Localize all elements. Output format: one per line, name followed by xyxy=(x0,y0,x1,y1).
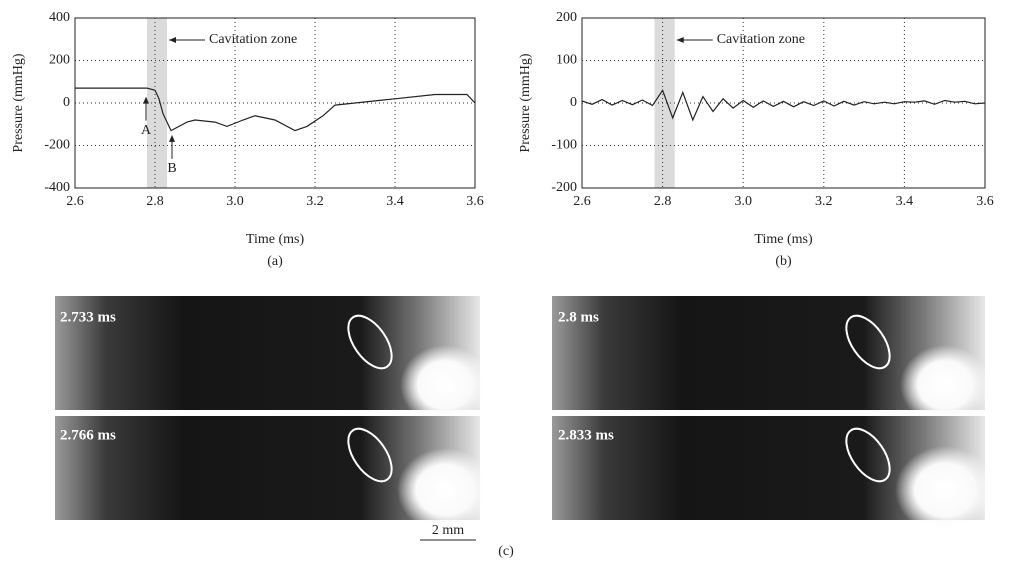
annotation: Cavitation zone xyxy=(717,32,805,47)
x-tick-label: 3.2 xyxy=(815,194,833,209)
x-tick-label: 3.0 xyxy=(734,194,752,209)
data-line xyxy=(75,87,476,132)
y-tick-label: 0 xyxy=(63,95,70,110)
highlight-ellipse xyxy=(347,427,393,483)
annotation: Cavitation zone xyxy=(209,32,297,47)
arrow-head xyxy=(169,37,176,43)
annotation: B xyxy=(167,161,176,176)
data-line xyxy=(581,88,986,122)
x-tick-label: 3.0 xyxy=(226,194,244,209)
annotation: A xyxy=(141,123,152,138)
x-tick-label: 2.8 xyxy=(654,194,672,209)
x-tick-label: 3.6 xyxy=(976,194,994,209)
y-tick-label: 400 xyxy=(49,10,70,25)
frame-label: 2.733 ms xyxy=(60,309,116,325)
frame-label: 2.833 ms xyxy=(558,427,614,443)
y-tick-label: 200 xyxy=(556,10,577,25)
frame: 2.766 ms xyxy=(55,416,493,532)
y-axis-label: Pressure (mmHg) xyxy=(11,53,26,152)
y-tick-label: 200 xyxy=(49,53,70,68)
x-axis-label: Time (ms) xyxy=(754,232,813,247)
y-tick-label: -200 xyxy=(44,138,70,153)
x-tick-label: 2.6 xyxy=(573,194,591,209)
bubble xyxy=(895,446,995,534)
x-axis-label: Time (ms) xyxy=(246,232,305,247)
x-tick-label: 3.2 xyxy=(306,194,324,209)
bubble xyxy=(900,345,990,425)
arrow-head xyxy=(676,37,684,43)
frame-label: 2.8 ms xyxy=(558,309,599,325)
frame: 2.833 ms xyxy=(552,416,995,534)
arrow-head xyxy=(143,96,149,104)
y-tick-label: -200 xyxy=(551,180,577,195)
y-tick-label: -100 xyxy=(551,138,577,153)
y-tick-label: -400 xyxy=(44,180,70,195)
highlight-ellipse xyxy=(845,314,891,370)
frame: 2.8 ms xyxy=(552,296,990,425)
scale-bar-label: 2 mm xyxy=(432,523,464,538)
panel-caption: (a) xyxy=(267,254,283,269)
frame-label: 2.766 ms xyxy=(60,427,116,443)
y-tick-label: 0 xyxy=(570,95,577,110)
highlight-ellipse xyxy=(347,314,393,370)
bubble xyxy=(400,345,490,425)
frame: 2.733 ms xyxy=(55,296,490,425)
bubble xyxy=(397,448,493,532)
chart: -200 -100 0 100 200 2.6 2.8 3.0 3.2 3.4 3.6 Time (m… xyxy=(518,10,994,269)
x-tick-label: 2.8 xyxy=(146,194,164,209)
x-tick-label: 2.6 xyxy=(66,194,84,209)
chart: -400 -200 0 200 400 2.6 2.8 3.0 3.2 3.4 3.6 Time (m… xyxy=(11,10,484,269)
panel-caption: (b) xyxy=(775,254,792,269)
x-tick-label: 3.4 xyxy=(386,194,404,209)
highlight-ellipse xyxy=(845,427,891,483)
y-axis-label: Pressure (mmHg) xyxy=(518,53,533,152)
panel-caption: (c) xyxy=(498,544,514,559)
arrow-head xyxy=(169,134,175,142)
x-tick-label: 3.4 xyxy=(896,194,914,209)
x-tick-label: 3.6 xyxy=(466,194,484,209)
y-tick-label: 100 xyxy=(556,53,577,68)
cavitation-band xyxy=(654,18,675,188)
